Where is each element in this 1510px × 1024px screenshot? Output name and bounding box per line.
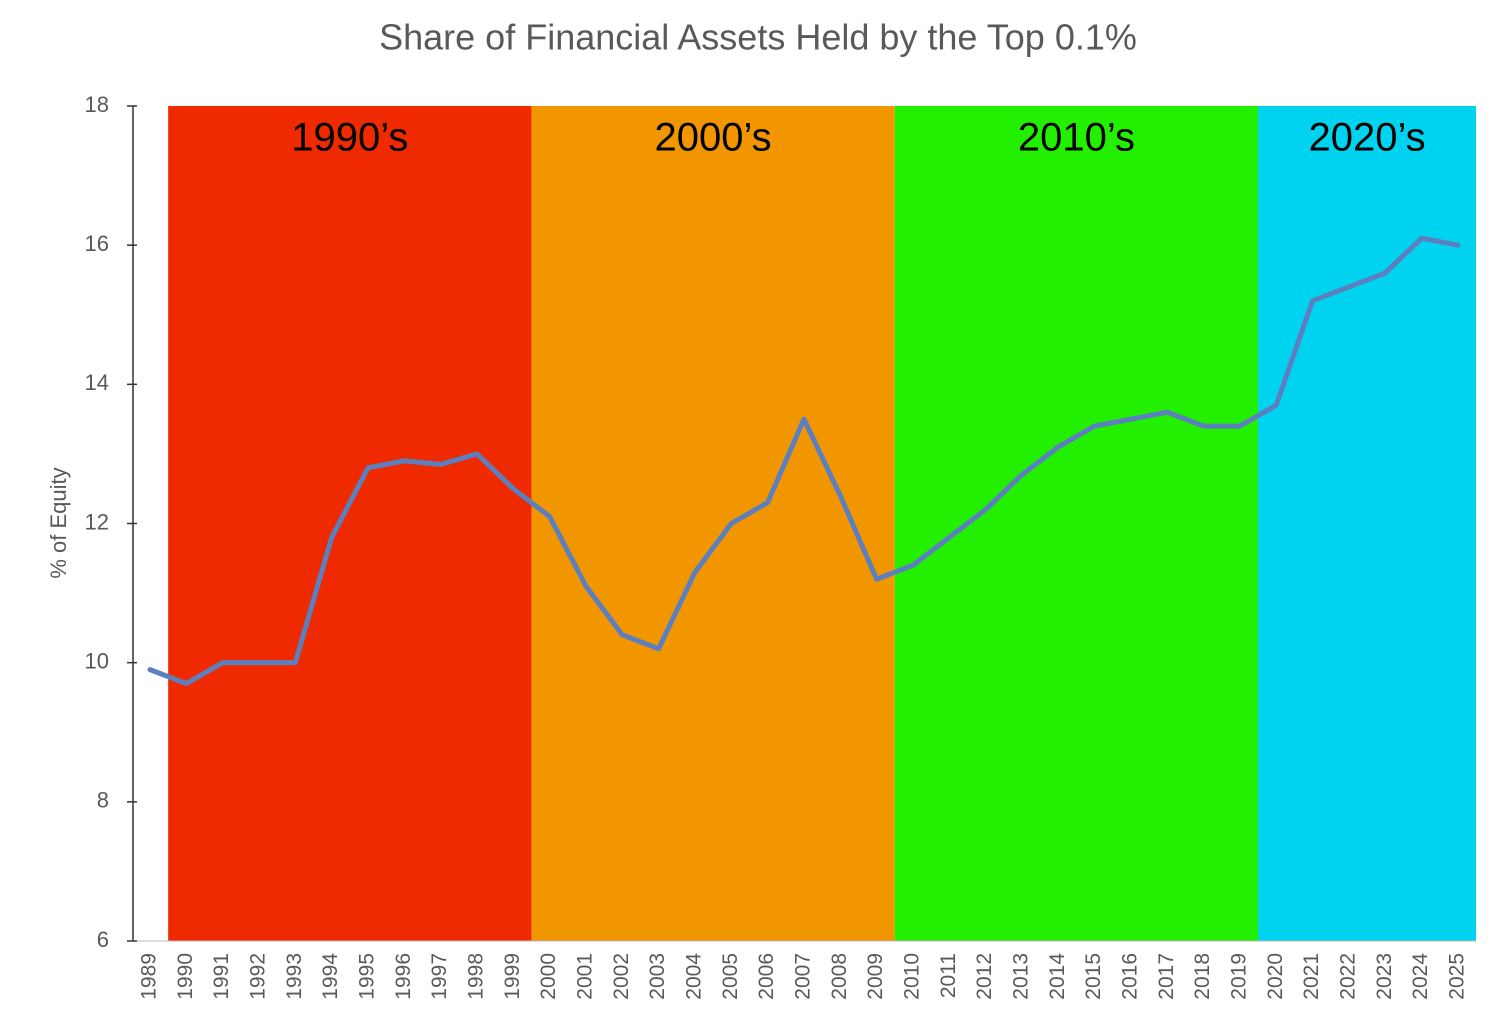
x-tick-label: 2005 [719, 953, 742, 1000]
x-tick-label: 2004 [682, 953, 705, 1000]
y-tick-label: 18 [85, 92, 109, 117]
x-tick-label: 2001 [574, 953, 597, 1000]
data-line [147, 235, 1461, 687]
x-tick-label: 2025 [1445, 953, 1468, 1000]
x-tick-label: 2009 [864, 953, 887, 1000]
x-tick-label: 1991 [210, 953, 233, 1000]
x-tick-label: 2022 [1336, 953, 1359, 1000]
y-tick-label: 14 [85, 370, 109, 395]
x-tick-label: 2002 [610, 953, 633, 1000]
x-tick-label: 2023 [1373, 953, 1396, 1000]
x-tick-label: 1993 [283, 953, 306, 1000]
x-tick-label: 2013 [1009, 953, 1032, 1000]
x-tick-label: 2016 [1118, 953, 1141, 1000]
decade-band [168, 106, 532, 941]
x-tick-label: 2024 [1409, 953, 1432, 1000]
x-tick-label: 2007 [791, 953, 814, 1000]
decade-band [531, 106, 895, 941]
x-tick-label: 2008 [828, 953, 851, 1000]
band-label: 2020’s [1308, 116, 1425, 160]
x-tick-label: 2017 [1155, 953, 1178, 1000]
x-tick-label: 1999 [501, 953, 524, 1000]
x-tick-label: 2006 [755, 953, 778, 1000]
x-tick-label: 2021 [1300, 953, 1323, 1000]
y-tick-label: 16 [85, 231, 109, 256]
x-tick-label: 2010 [900, 953, 923, 1000]
x-tick-label: 1994 [319, 953, 342, 1000]
chart-title: Share of Financial Assets Held by the To… [379, 17, 1137, 58]
x-tick-label: 2003 [646, 953, 669, 1000]
x-tick-label: 2012 [973, 953, 996, 1000]
x-tick-label: 2018 [1191, 953, 1214, 1000]
x-tick-label: 1990 [174, 953, 197, 1000]
x-tick-label: 2015 [1082, 953, 1105, 1000]
x-tick-label: 1997 [428, 953, 451, 1000]
y-tick-label: 6 [97, 927, 109, 952]
y-axis-label: % of Equity [46, 467, 71, 578]
x-tick-label: 1989 [138, 953, 161, 1000]
x-tick-label: 1996 [392, 953, 415, 1000]
x-tick-label: 2011 [937, 953, 960, 998]
decade-band [894, 106, 1259, 941]
x-tick-label: 1992 [247, 953, 270, 1000]
decade-band [1258, 106, 1477, 941]
band-label: 1990’s [291, 116, 408, 160]
y-tick-label: 10 [85, 648, 109, 673]
x-tick-label: 1995 [356, 953, 379, 1000]
x-tick-label: 2000 [537, 953, 560, 1000]
band-label: 2010’s [1018, 116, 1135, 160]
y-tick-label: 12 [85, 509, 109, 534]
x-tick-label: 2014 [1046, 953, 1069, 1000]
y-tick-label: 8 [97, 788, 109, 813]
x-tick-label: 2020 [1264, 953, 1287, 1000]
x-tick-label: 1998 [465, 953, 488, 1000]
band-label: 2000’s [655, 116, 772, 160]
x-tick-label: 2019 [1227, 953, 1250, 1000]
